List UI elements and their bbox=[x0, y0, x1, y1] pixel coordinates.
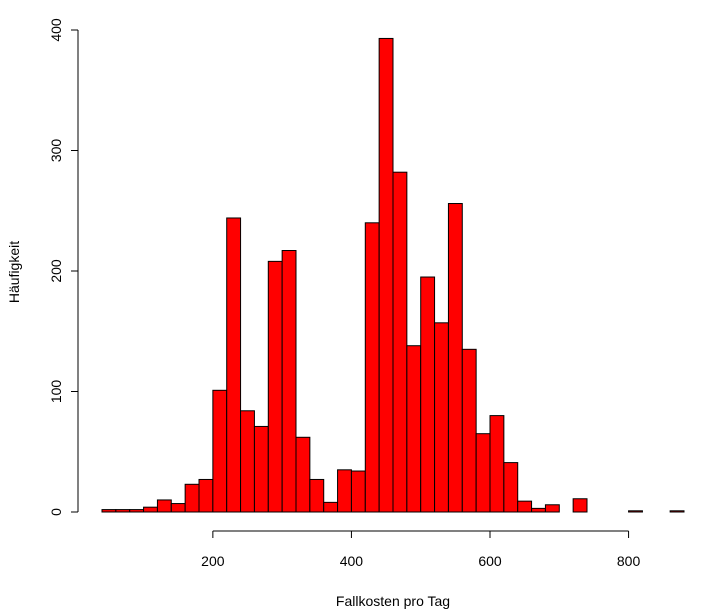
histogram-bar-23 bbox=[420, 276, 436, 513]
histogram-bar-32 bbox=[544, 504, 560, 513]
histogram-bar-3 bbox=[143, 506, 158, 513]
y-tick-label: 300 bbox=[48, 139, 64, 163]
y-tick-label: 400 bbox=[48, 18, 64, 42]
y-tick-label: 100 bbox=[48, 380, 64, 404]
histogram-bar-17 bbox=[337, 469, 352, 513]
histogram-bar-38 bbox=[628, 510, 643, 513]
histogram-bar-6 bbox=[184, 483, 200, 513]
x-axis: 200 400 600 800 bbox=[201, 530, 641, 569]
histogram-bar-24 bbox=[434, 322, 449, 513]
x-axis-title: Fallkosten pro Tag bbox=[336, 593, 450, 609]
histogram-bar-30 bbox=[517, 500, 533, 513]
histogram-bar-4 bbox=[156, 499, 172, 513]
histogram-bar-7 bbox=[198, 478, 214, 513]
histogram-bar-0 bbox=[101, 509, 117, 513]
y-tick-label: 0 bbox=[48, 508, 64, 516]
histogram-bar-20 bbox=[378, 37, 394, 513]
histogram-bar-16 bbox=[323, 501, 339, 513]
histogram-bar-1 bbox=[115, 509, 131, 513]
histogram-bar-18 bbox=[350, 470, 366, 513]
histogram-bar-14 bbox=[295, 436, 311, 513]
y-tick-label: 200 bbox=[48, 259, 64, 283]
histogram-bar-11 bbox=[253, 425, 269, 513]
y-axis: 0 100 200 300 400 bbox=[48, 18, 79, 516]
histogram-bars bbox=[101, 37, 685, 513]
histogram-bar-15 bbox=[309, 478, 325, 513]
histogram-bar-22 bbox=[406, 345, 422, 513]
histogram-bar-5 bbox=[170, 503, 186, 513]
histogram-bar-2 bbox=[129, 509, 145, 513]
y-axis-title: Häufigkeit bbox=[6, 241, 22, 303]
x-tick-label: 400 bbox=[340, 553, 364, 569]
histogram-bar-12 bbox=[267, 260, 283, 513]
histogram-bar-31 bbox=[531, 507, 546, 513]
x-tick-label: 600 bbox=[478, 553, 502, 569]
histogram-bar-8 bbox=[212, 389, 228, 513]
x-tick-label: 800 bbox=[617, 553, 641, 569]
histogram-bar-34 bbox=[572, 498, 588, 513]
histogram-bar-26 bbox=[461, 348, 477, 513]
histogram-bar-13 bbox=[281, 250, 297, 513]
histogram-bar-28 bbox=[489, 415, 505, 513]
histogram-bar-19 bbox=[364, 222, 380, 513]
histogram-bar-29 bbox=[503, 462, 519, 513]
histogram-bar-10 bbox=[240, 410, 255, 513]
histogram-bar-9 bbox=[226, 217, 242, 513]
histogram-bar-27 bbox=[475, 433, 491, 513]
x-tick-label: 200 bbox=[201, 553, 225, 569]
histogram-bar-41 bbox=[669, 510, 685, 513]
histogram-bar-25 bbox=[447, 203, 463, 513]
histogram-bar-21 bbox=[392, 171, 408, 513]
